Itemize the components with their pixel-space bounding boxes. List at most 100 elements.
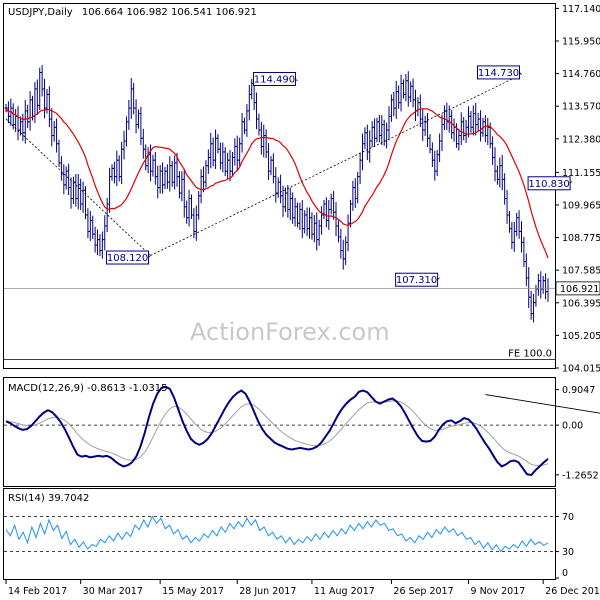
rsi-tick-label: 0 [562, 568, 568, 579]
ohlc-bar [93, 226, 97, 253]
ohlc-bar [288, 187, 292, 221]
ohlc-bar [71, 176, 75, 204]
ohlc-bar [182, 168, 186, 218]
ohlc-bar [26, 104, 30, 128]
ohlc-bar [421, 108, 425, 141]
ohlc-bar [127, 99, 131, 130]
rsi-tick-label: 70 [562, 512, 574, 523]
rsi-line [5, 515, 549, 553]
price-tick-label: 108.775 [562, 233, 600, 244]
ohlc-bar [293, 197, 297, 227]
ohlc-bar [442, 105, 446, 131]
ohlc-bar [177, 171, 181, 199]
ohlc-bar [498, 157, 502, 188]
swing-annotation: 114.490 [252, 71, 298, 86]
swing-annotation-label: 114.490 [254, 74, 295, 85]
ohlc-bar [435, 149, 439, 176]
ohlc-bar [103, 215, 107, 251]
ohlc-bar [117, 155, 121, 182]
price-tick-label: 111.155 [562, 168, 600, 179]
ohlc-bar [221, 142, 225, 173]
ohlc-bar [110, 164, 114, 181]
ohlc-bar [33, 82, 37, 124]
ohlc-bar [341, 239, 345, 270]
swing-annotations: 108.120114.490107.310114.730110.830113.3… [106, 65, 573, 287]
ohlc-bar [433, 150, 437, 181]
macd-tick-label: 0.00 [562, 421, 583, 432]
ohlc-bar [180, 171, 184, 202]
ohlc-bar [83, 186, 87, 220]
ohlc-bar [346, 214, 350, 252]
ohlc-bar [401, 79, 405, 99]
ohlc-bar [139, 106, 143, 146]
ohlc-bar [445, 102, 449, 130]
date-tick-label: 9 Nov 2017 [471, 586, 526, 597]
last-price-label: 106.921 [560, 284, 599, 295]
ohlc-bar [122, 130, 126, 160]
ohlc-bar [120, 141, 124, 185]
ohlc-bar [305, 207, 309, 237]
price-tick-label: 113.570 [562, 102, 600, 113]
swing-annotation-label: 108.120 [107, 253, 148, 264]
ohlc-bar [327, 200, 331, 230]
macd-y-axis: 0.9047 0.00 -1.2652 [555, 385, 599, 481]
ohlc-bar [308, 207, 312, 239]
ohlc-bar [269, 156, 273, 176]
ohlc-bar [527, 267, 531, 309]
ohlc-bar [440, 114, 444, 152]
price-panel-frame [3, 3, 556, 369]
ohlc-bar [40, 65, 44, 97]
rsi-y-axis: 70 30 0 [4, 512, 574, 579]
macd-panel: 0.9047 0.00 -1.2652 MACD(12,26,9) -0.8613 … [3, 377, 600, 487]
ohlc-bar [411, 78, 415, 108]
ohlc-bar [141, 128, 145, 159]
ohlc-bar [274, 167, 278, 203]
ohlc-bar [185, 200, 189, 224]
ohlc-bar [373, 118, 377, 148]
ohlc-bar [100, 231, 104, 259]
ohlc-bar [161, 162, 165, 194]
ohlc-bar [539, 271, 543, 299]
ohlc-bar [276, 177, 280, 198]
ohlc-bar [146, 147, 150, 174]
ohlc-bar [52, 121, 56, 142]
ohlc-bar [476, 112, 480, 131]
ohlc-bar [211, 137, 215, 167]
watermark: ActionForex.com [190, 318, 390, 346]
ohlc-bar [394, 80, 398, 119]
ohlc-bar [247, 84, 251, 121]
swing-annotation: 110.830 [527, 176, 573, 191]
ohlc-bar [365, 124, 369, 161]
ohlc-bar [16, 106, 20, 141]
ohlc-bar [495, 165, 499, 185]
ohlc-bar [214, 129, 218, 169]
last-price-box [555, 281, 600, 296]
ohlc-bar [320, 206, 324, 235]
ohlc-bar [418, 94, 422, 128]
ohlc-bar [98, 234, 102, 257]
ohlc-bar [517, 210, 521, 239]
ohlc-bar [108, 167, 112, 213]
ohlc-bar [173, 155, 177, 190]
ohlc-bar [67, 163, 71, 196]
ohlc-bar [385, 122, 389, 149]
ohlc-bar [505, 189, 509, 224]
ohlc-bar [242, 117, 246, 135]
ohlc-bar [209, 132, 213, 169]
ohlc-bar [240, 112, 244, 153]
ohlc-bar [112, 161, 116, 184]
ohlc-readout: 106.664 106.982 106.541 106.921 [82, 7, 257, 18]
price-tick-label: 107.585 [562, 266, 600, 277]
ohlc-bar [532, 293, 536, 323]
ohlc-bar [428, 134, 432, 154]
ohlc-bar [358, 152, 362, 185]
ohlc-bar [438, 133, 442, 163]
ohlc-bar [462, 117, 466, 141]
swing-annotation-label: 110.830 [528, 179, 569, 190]
ohlc-bar [510, 221, 514, 250]
ohlc-bar [493, 147, 497, 182]
ohlc-bar [257, 113, 261, 136]
ohlc-bar [28, 91, 32, 131]
macd-tick-label: 0.9047 [562, 385, 595, 396]
